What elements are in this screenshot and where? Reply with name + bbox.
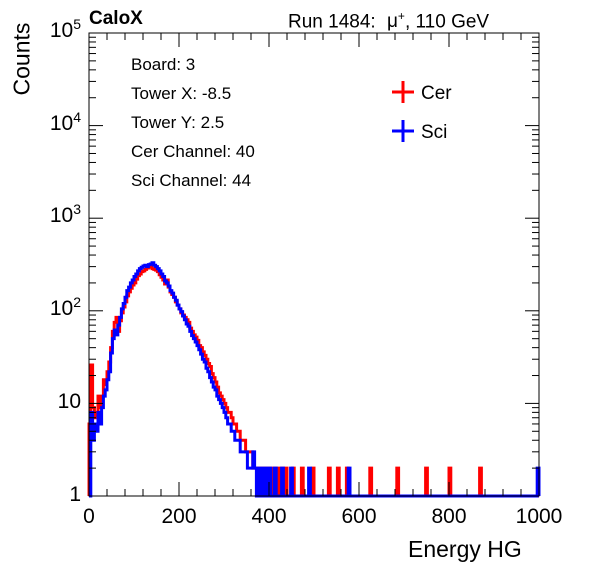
info-tower-y: Tower Y: 2.5 xyxy=(131,113,225,132)
beam-energy: , 110 GeV xyxy=(404,11,490,33)
x-tick-label: 400 xyxy=(251,505,287,528)
info-board: Board: 3 xyxy=(131,55,196,74)
legend-label-sci: Sci xyxy=(421,122,447,143)
x-tick-label: 600 xyxy=(341,505,377,528)
x-tick-label: 800 xyxy=(431,505,467,528)
x-axis-label: Energy HG xyxy=(408,536,522,562)
info-cer-channel: Cer Channel: 40 xyxy=(131,142,255,161)
axis-ticks xyxy=(88,32,540,497)
run-number: Run 1484: xyxy=(288,11,376,33)
legend-label-cer: Cer xyxy=(421,83,452,104)
info-tower-x: Tower X: -8.5 xyxy=(131,84,232,103)
y-tick-label: 104 xyxy=(49,108,81,135)
info-sci-channel: Sci Channel: 44 xyxy=(131,171,252,190)
x-tick-label: 0 xyxy=(83,505,95,528)
experiment-title: CaloX xyxy=(89,8,143,29)
y-tick-label: 1 xyxy=(69,483,81,506)
y-axis-label: Counts xyxy=(8,22,35,96)
y-tick-label: 103 xyxy=(49,201,81,228)
legend: Cer Sci xyxy=(392,81,452,143)
x-tick-label: 200 xyxy=(161,505,197,528)
y-tick-label: 102 xyxy=(49,293,81,320)
x-tick-label: 1000 xyxy=(515,505,563,528)
series-line-cer xyxy=(87,265,539,498)
run-label: Run 1484: μ+, 110 GeV xyxy=(288,9,489,33)
y-tick-label: 105 xyxy=(49,16,81,42)
plot-frame xyxy=(88,32,540,497)
series-line-sci xyxy=(89,261,541,498)
particle-charge: + xyxy=(397,9,405,23)
series-layer xyxy=(87,261,541,498)
y-tick-label: 10 xyxy=(57,390,81,414)
particle-symbol: μ xyxy=(386,11,398,33)
